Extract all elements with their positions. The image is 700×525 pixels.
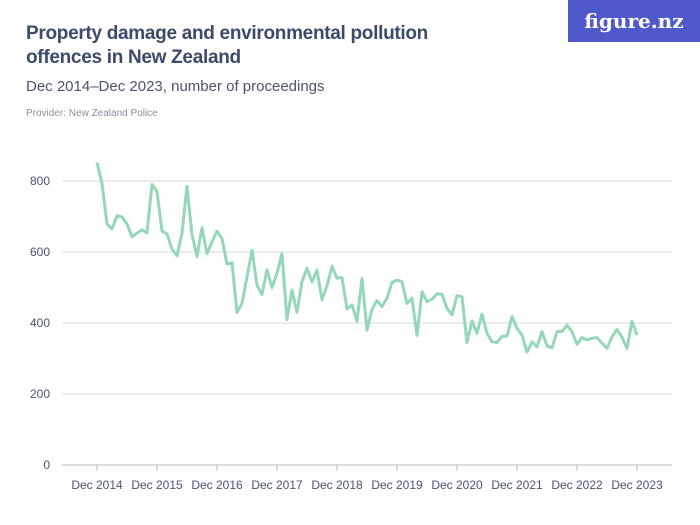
- y-tick-label: 800: [30, 174, 50, 188]
- x-tick-label: Dec 2016: [191, 478, 243, 492]
- chart-subtitle: Dec 2014–Dec 2023, number of proceedings: [26, 78, 325, 95]
- x-tick-label: Dec 2014: [71, 478, 123, 492]
- y-tick-label: 200: [30, 387, 50, 401]
- x-tick-label: Dec 2021: [491, 478, 543, 492]
- x-tick-label: Dec 2019: [371, 478, 423, 492]
- y-tick-label: 400: [30, 316, 50, 330]
- x-tick-label: Dec 2020: [431, 478, 483, 492]
- x-tick-label: Dec 2018: [311, 478, 363, 492]
- data-series-line: [95, 162, 639, 354]
- x-tick-label: Dec 2015: [131, 478, 183, 492]
- x-tick-label: Dec 2023: [611, 478, 663, 492]
- x-tick-label: Dec 2017: [251, 478, 303, 492]
- figure-nz-logo[interactable]: figure.nz: [568, 0, 700, 42]
- y-tick-label: 0: [43, 458, 50, 472]
- y-tick-label: 600: [30, 245, 50, 259]
- x-tick-label: Dec 2022: [551, 478, 603, 492]
- provider-label: Provider: New Zealand Police: [26, 108, 158, 119]
- chart-title: Property damage and environmental pollut…: [26, 23, 428, 68]
